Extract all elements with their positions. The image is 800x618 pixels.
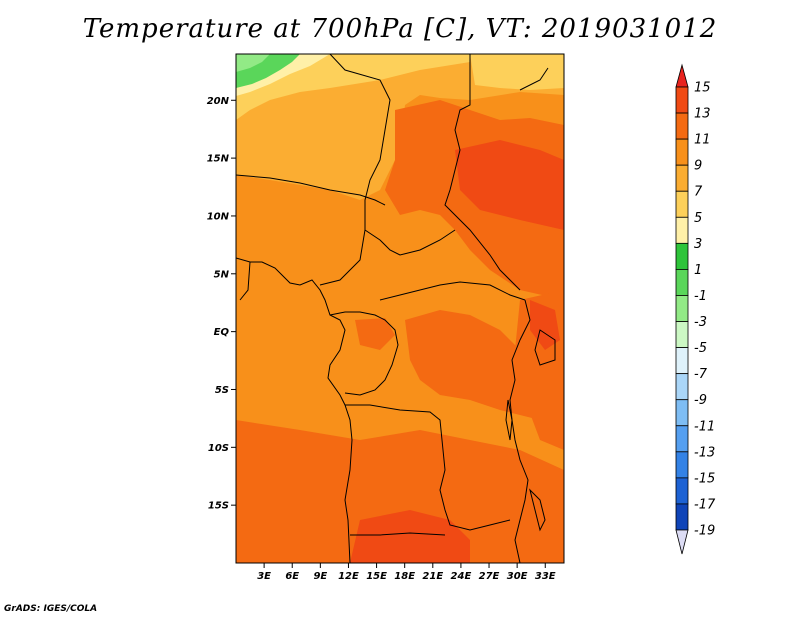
colorbar-label: -19 bbox=[694, 524, 715, 539]
lat-tick-label: EQ bbox=[214, 327, 230, 338]
colorbar-label: -13 bbox=[694, 445, 715, 460]
field-13-15-northeast bbox=[455, 140, 564, 230]
colorbar-swatch bbox=[675, 190, 689, 218]
lon-ticks: 3E 6E 9E 12E 15E 18E 21E 24E 27E 30E 33E bbox=[257, 563, 556, 582]
lat-tick-label: 15N bbox=[207, 154, 230, 165]
lat-tick-label: 10N bbox=[207, 211, 230, 222]
colorbar-swatch bbox=[675, 86, 689, 114]
colorbar-bottom-arrow bbox=[675, 529, 689, 555]
lon-tick-label: 3E bbox=[257, 571, 271, 582]
credit-label: GrADS: IGES/COLA bbox=[4, 604, 98, 614]
border-sahel bbox=[236, 174, 386, 206]
colorbar-label: 5 bbox=[694, 211, 702, 226]
colorbar-label: 1 bbox=[694, 263, 702, 278]
lon-tick-label: 12E bbox=[338, 571, 359, 582]
field-11-13-central bbox=[405, 310, 540, 420]
colorbar-swatch bbox=[675, 216, 689, 244]
colorbar-label: -7 bbox=[694, 367, 708, 382]
lat-tick-label: 5N bbox=[214, 269, 230, 280]
lon-tick-label: 33E bbox=[535, 571, 556, 582]
colorbar-swatch bbox=[675, 347, 689, 375]
colorbar-label: 13 bbox=[694, 107, 711, 122]
colorbar-label: 15 bbox=[694, 81, 711, 96]
lat-tick-label: 10S bbox=[208, 443, 229, 454]
colorbar-swatch bbox=[675, 477, 689, 505]
colorbar-label: -1 bbox=[694, 289, 707, 304]
colorbar-swatch bbox=[675, 242, 689, 270]
border-car-north bbox=[364, 229, 456, 256]
border-niger-chad bbox=[319, 54, 391, 286]
border-angola-drc bbox=[345, 404, 511, 531]
colorbar-label: 7 bbox=[694, 185, 703, 200]
border-ne bbox=[519, 67, 549, 91]
border-car-south bbox=[379, 281, 526, 301]
field-11-13-west-central bbox=[355, 318, 395, 350]
colorbar-swatch bbox=[675, 503, 689, 531]
colorbar-swatch bbox=[675, 321, 689, 348]
colorbar-swatch bbox=[675, 399, 689, 427]
border-west bbox=[239, 261, 251, 301]
colorbar-swatch bbox=[675, 138, 689, 166]
colorbar-label: 11 bbox=[694, 133, 711, 148]
field-5-7-ne bbox=[470, 54, 564, 90]
border-sudan-chad bbox=[444, 54, 521, 291]
lat-tick-label: 20N bbox=[207, 96, 230, 107]
colorbar: 15 13 11 9 7 5 3 1 -1 -3 -5 -7 -9 -11 -13 -15 -17 -19 bbox=[675, 63, 716, 555]
colorbar-swatch bbox=[675, 425, 689, 453]
lon-tick-label: 30E bbox=[507, 571, 528, 582]
coastline bbox=[236, 257, 353, 563]
colorbar-label: -15 bbox=[694, 471, 715, 486]
map-title: Temperature at 700hPa [C], VT: 201903101… bbox=[82, 14, 718, 44]
field-13-15-lakes bbox=[530, 300, 560, 350]
lon-tick-label: 21E bbox=[422, 571, 443, 582]
border-congo bbox=[329, 311, 399, 396]
lake-malawi bbox=[529, 488, 546, 532]
lon-tick-label: 6E bbox=[285, 571, 299, 582]
lat-tick-label: 15S bbox=[208, 501, 229, 512]
colorbar-label: -5 bbox=[694, 341, 707, 356]
lon-tick-label: 27E bbox=[479, 571, 500, 582]
lake-tanganyika bbox=[505, 399, 513, 441]
colorbar-swatch bbox=[675, 373, 689, 401]
colorbar-label: -11 bbox=[694, 419, 715, 434]
field-13-15-south bbox=[350, 510, 470, 563]
colorbar-swatch bbox=[675, 112, 689, 140]
lon-tick-label: 24E bbox=[451, 571, 472, 582]
lat-tick-label: 5S bbox=[215, 385, 229, 396]
lake-victoria bbox=[534, 329, 556, 366]
lon-tick-label: 18E bbox=[394, 571, 415, 582]
lon-tick-label: 15E bbox=[366, 571, 387, 582]
colorbar-label: -3 bbox=[694, 315, 707, 330]
colorbar-swatch bbox=[675, 164, 689, 192]
field-green-light bbox=[236, 54, 270, 72]
colorbar-top-arrow bbox=[675, 63, 689, 88]
colorbar-swatch bbox=[675, 295, 689, 322]
border-namibia bbox=[350, 532, 446, 536]
country-borders bbox=[236, 54, 556, 563]
colorbar-label: -17 bbox=[694, 497, 716, 512]
colorbar-label: -9 bbox=[694, 393, 707, 408]
colorbar-label: 9 bbox=[694, 159, 702, 174]
border-east bbox=[509, 299, 531, 563]
colorbar-label: 3 bbox=[694, 237, 702, 252]
colorbar-swatch bbox=[675, 451, 689, 479]
colorbar-swatch bbox=[675, 269, 689, 296]
temperature-field bbox=[236, 54, 564, 563]
map-frame bbox=[235, 53, 565, 564]
lat-ticks: 20N 15N 10N 5N EQ 5S 10S 15S bbox=[207, 96, 236, 512]
lon-tick-label: 9E bbox=[313, 571, 327, 582]
